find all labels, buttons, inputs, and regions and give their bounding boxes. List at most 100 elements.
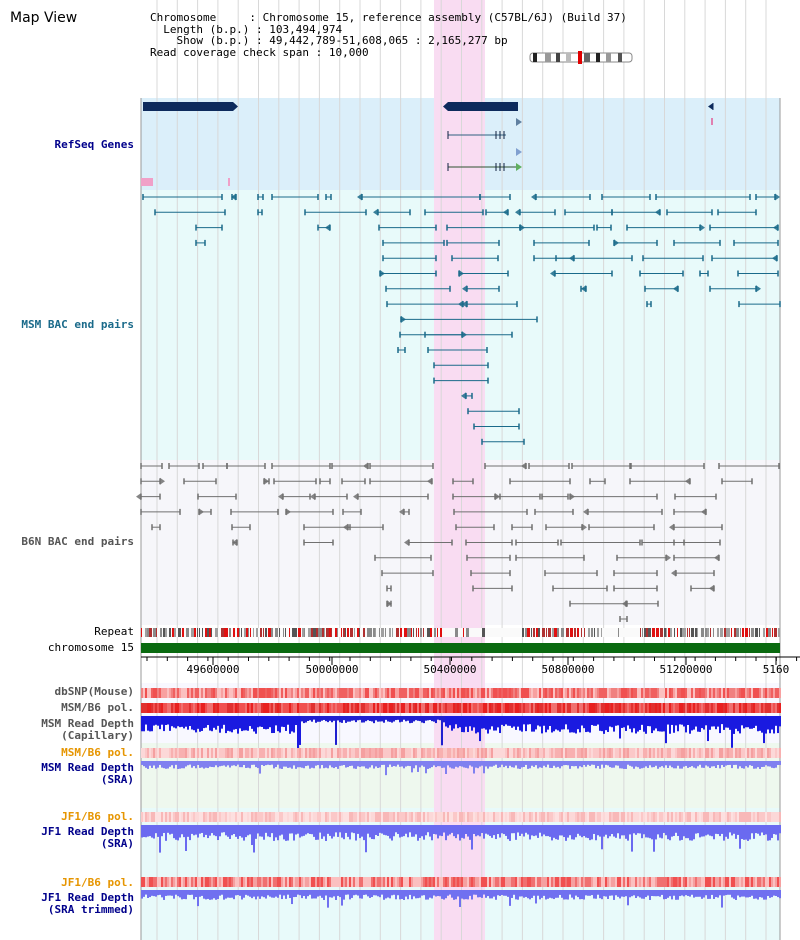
jf1-pol-track-cell: [589, 812, 591, 822]
msm-pol-track-cell: [285, 703, 287, 713]
msm-depth-capillary-track-bar: [411, 716, 413, 723]
msm-depth-capillary-track-bar: [309, 716, 311, 721]
msm-depth-sra-track-bar: [533, 761, 535, 767]
jf1-pol-trimmed-track-cell: [595, 877, 597, 887]
msm-pol-track-cell: [305, 703, 307, 713]
msm-depth-capillary-track-bar: [413, 716, 415, 722]
msm-depth-sra-track-bar: [217, 761, 219, 768]
dbsnp-track-cell: [277, 688, 279, 698]
track-label-msm-depth-sra[interactable]: MSM Read Depth (SRA): [41, 762, 134, 786]
msm-pol-track-cell: [387, 703, 389, 713]
msm-depth-capillary-track-bar: [195, 716, 197, 733]
dbsnp-track-cell: [695, 688, 697, 698]
jf1-pol-track-cell: [281, 812, 283, 822]
msm-pol-track-cell: [707, 703, 709, 713]
msm-pol-sra-track-cell: [573, 748, 575, 758]
jf1-pol-trimmed-track-cell: [603, 877, 605, 887]
jf1-depth-trimmed-track-bar: [481, 890, 483, 898]
jf1-pol-track-cell: [681, 812, 683, 822]
jf1-depth-trimmed-track-bar: [647, 890, 649, 896]
dbsnp-track-cell: [333, 688, 335, 698]
msm-depth-capillary-track-bar: [605, 716, 607, 731]
jf1-pol-track-cell: [189, 812, 191, 822]
jf1-depth-track-bar: [585, 825, 587, 838]
msm-depth-capillary-track-bar: [553, 716, 555, 732]
jf1-depth-trimmed-track-bar: [511, 890, 513, 898]
msm-depth-sra-track-bar: [469, 761, 471, 766]
msm-pol-track-cell: [523, 703, 525, 713]
repeat-element: [194, 628, 196, 637]
msm-pol-sra-track-cell: [499, 748, 501, 758]
msm-depth-sra-track-bar: [543, 761, 545, 766]
msm-pol-track-cell: [411, 703, 413, 713]
jf1-depth-track-bar: [311, 825, 313, 835]
repeat-element: [318, 628, 320, 637]
msm-depth-sra-track-bar: [629, 761, 631, 766]
msm-depth-sra-track-bar: [675, 761, 677, 769]
dbsnp-track-cell: [685, 688, 687, 698]
jf1-depth-trimmed-track-bar: [673, 890, 675, 896]
track-label-msm-depth-capillary[interactable]: MSM Read Depth (Capillary): [41, 718, 134, 742]
track-label-msm-pol[interactable]: MSM/B6 pol.: [61, 701, 134, 714]
track-label-dbsnp[interactable]: dbSNP(Mouse): [54, 685, 134, 698]
jf1-pol-track-cell: [585, 812, 587, 822]
dbsnp-track-cell: [657, 688, 659, 698]
msm-pol-sra-track-cell: [419, 748, 421, 758]
dbsnp-track-cell: [271, 688, 273, 698]
msm-depth-sra-track-bar: [549, 761, 551, 768]
msm-pol-sra-track-cell: [365, 748, 367, 758]
jf1-pol-track-cell: [329, 812, 331, 822]
dbsnp-track-cell: [169, 688, 171, 698]
repeat-element: [197, 628, 198, 637]
msm-pol-sra-track-cell: [619, 748, 621, 758]
track-label-jf1-pol[interactable]: JF1/B6 pol.: [61, 810, 134, 823]
msm-depth-capillary-track-bar: [445, 716, 447, 727]
track-label-jf1-depth[interactable]: JF1 Read Depth (SRA): [41, 826, 134, 850]
track-label-msm-pol-sra[interactable]: MSM/B6 pol.: [61, 746, 134, 759]
msm-depth-capillary-track-bar: [393, 716, 395, 722]
dbsnp-track-cell: [775, 688, 777, 698]
msm-depth-capillary-track-bar: [243, 716, 245, 731]
msm-pol-sra-track-cell: [421, 748, 423, 758]
msm-depth-sra-track-bar: [627, 761, 629, 765]
jf1-depth-trimmed-track-bar: [459, 890, 461, 907]
track-label-jf1-pol-trimmed[interactable]: JF1/B6 pol.: [61, 876, 134, 889]
track-label-msm-bac[interactable]: MSM BAC end pairs: [21, 318, 134, 331]
track-label-jf1-depth-trimmed[interactable]: JF1 Read Depth (SRA trimmed): [41, 892, 134, 916]
jf1-pol-track-cell: [235, 812, 237, 822]
jf1-depth-track-bar: [173, 825, 175, 839]
msm-pol-track-cell: [483, 703, 485, 713]
jf1-pol-trimmed-track-cell: [569, 877, 571, 887]
msm-pol-sra-track-cell: [331, 748, 333, 758]
track-label-refseq[interactable]: RefSeq Genes: [54, 138, 134, 151]
repeat-element: [731, 628, 732, 637]
jf1-pol-track-cell: [739, 812, 741, 822]
dbsnp-track-cell: [555, 688, 557, 698]
jf1-pol-track-cell: [651, 812, 653, 822]
msm-depth-sra-track-bar: [365, 761, 367, 769]
msm-depth-sra-track-bar: [777, 761, 779, 765]
jf1-pol-trimmed-track-cell: [295, 877, 297, 887]
msm-depth-sra-track-bar: [335, 761, 337, 767]
msm-depth-sra-track-bar: [479, 761, 481, 767]
jf1-pol-trimmed-track-cell: [357, 877, 359, 887]
msm-pol-track-cell: [237, 703, 239, 713]
msm-pol-track-cell: [181, 703, 183, 713]
dbsnp-track-cell: [621, 688, 623, 698]
msm-depth-sra-track-bar: [189, 761, 191, 765]
msm-pol-sra-track-cell: [513, 748, 515, 758]
jf1-depth-trimmed-track-bar: [763, 890, 765, 900]
dbsnp-track-cell: [647, 688, 649, 698]
msm-pol-sra-track-cell: [323, 748, 325, 758]
dbsnp-track-cell: [243, 688, 245, 698]
dbsnp-track-cell: [455, 688, 457, 698]
jf1-pol-track-cell: [231, 812, 233, 822]
jf1-pol-trimmed-track-cell: [427, 877, 429, 887]
dbsnp-track-cell: [253, 688, 255, 698]
msm-pol-track-cell: [297, 703, 299, 713]
jf1-pol-trimmed-track-cell: [495, 877, 497, 887]
show-key: Show (b.p.): [176, 34, 250, 47]
jf1-depth-track-bar: [169, 825, 171, 835]
track-label-b6n-bac[interactable]: B6N BAC end pairs: [21, 535, 134, 548]
